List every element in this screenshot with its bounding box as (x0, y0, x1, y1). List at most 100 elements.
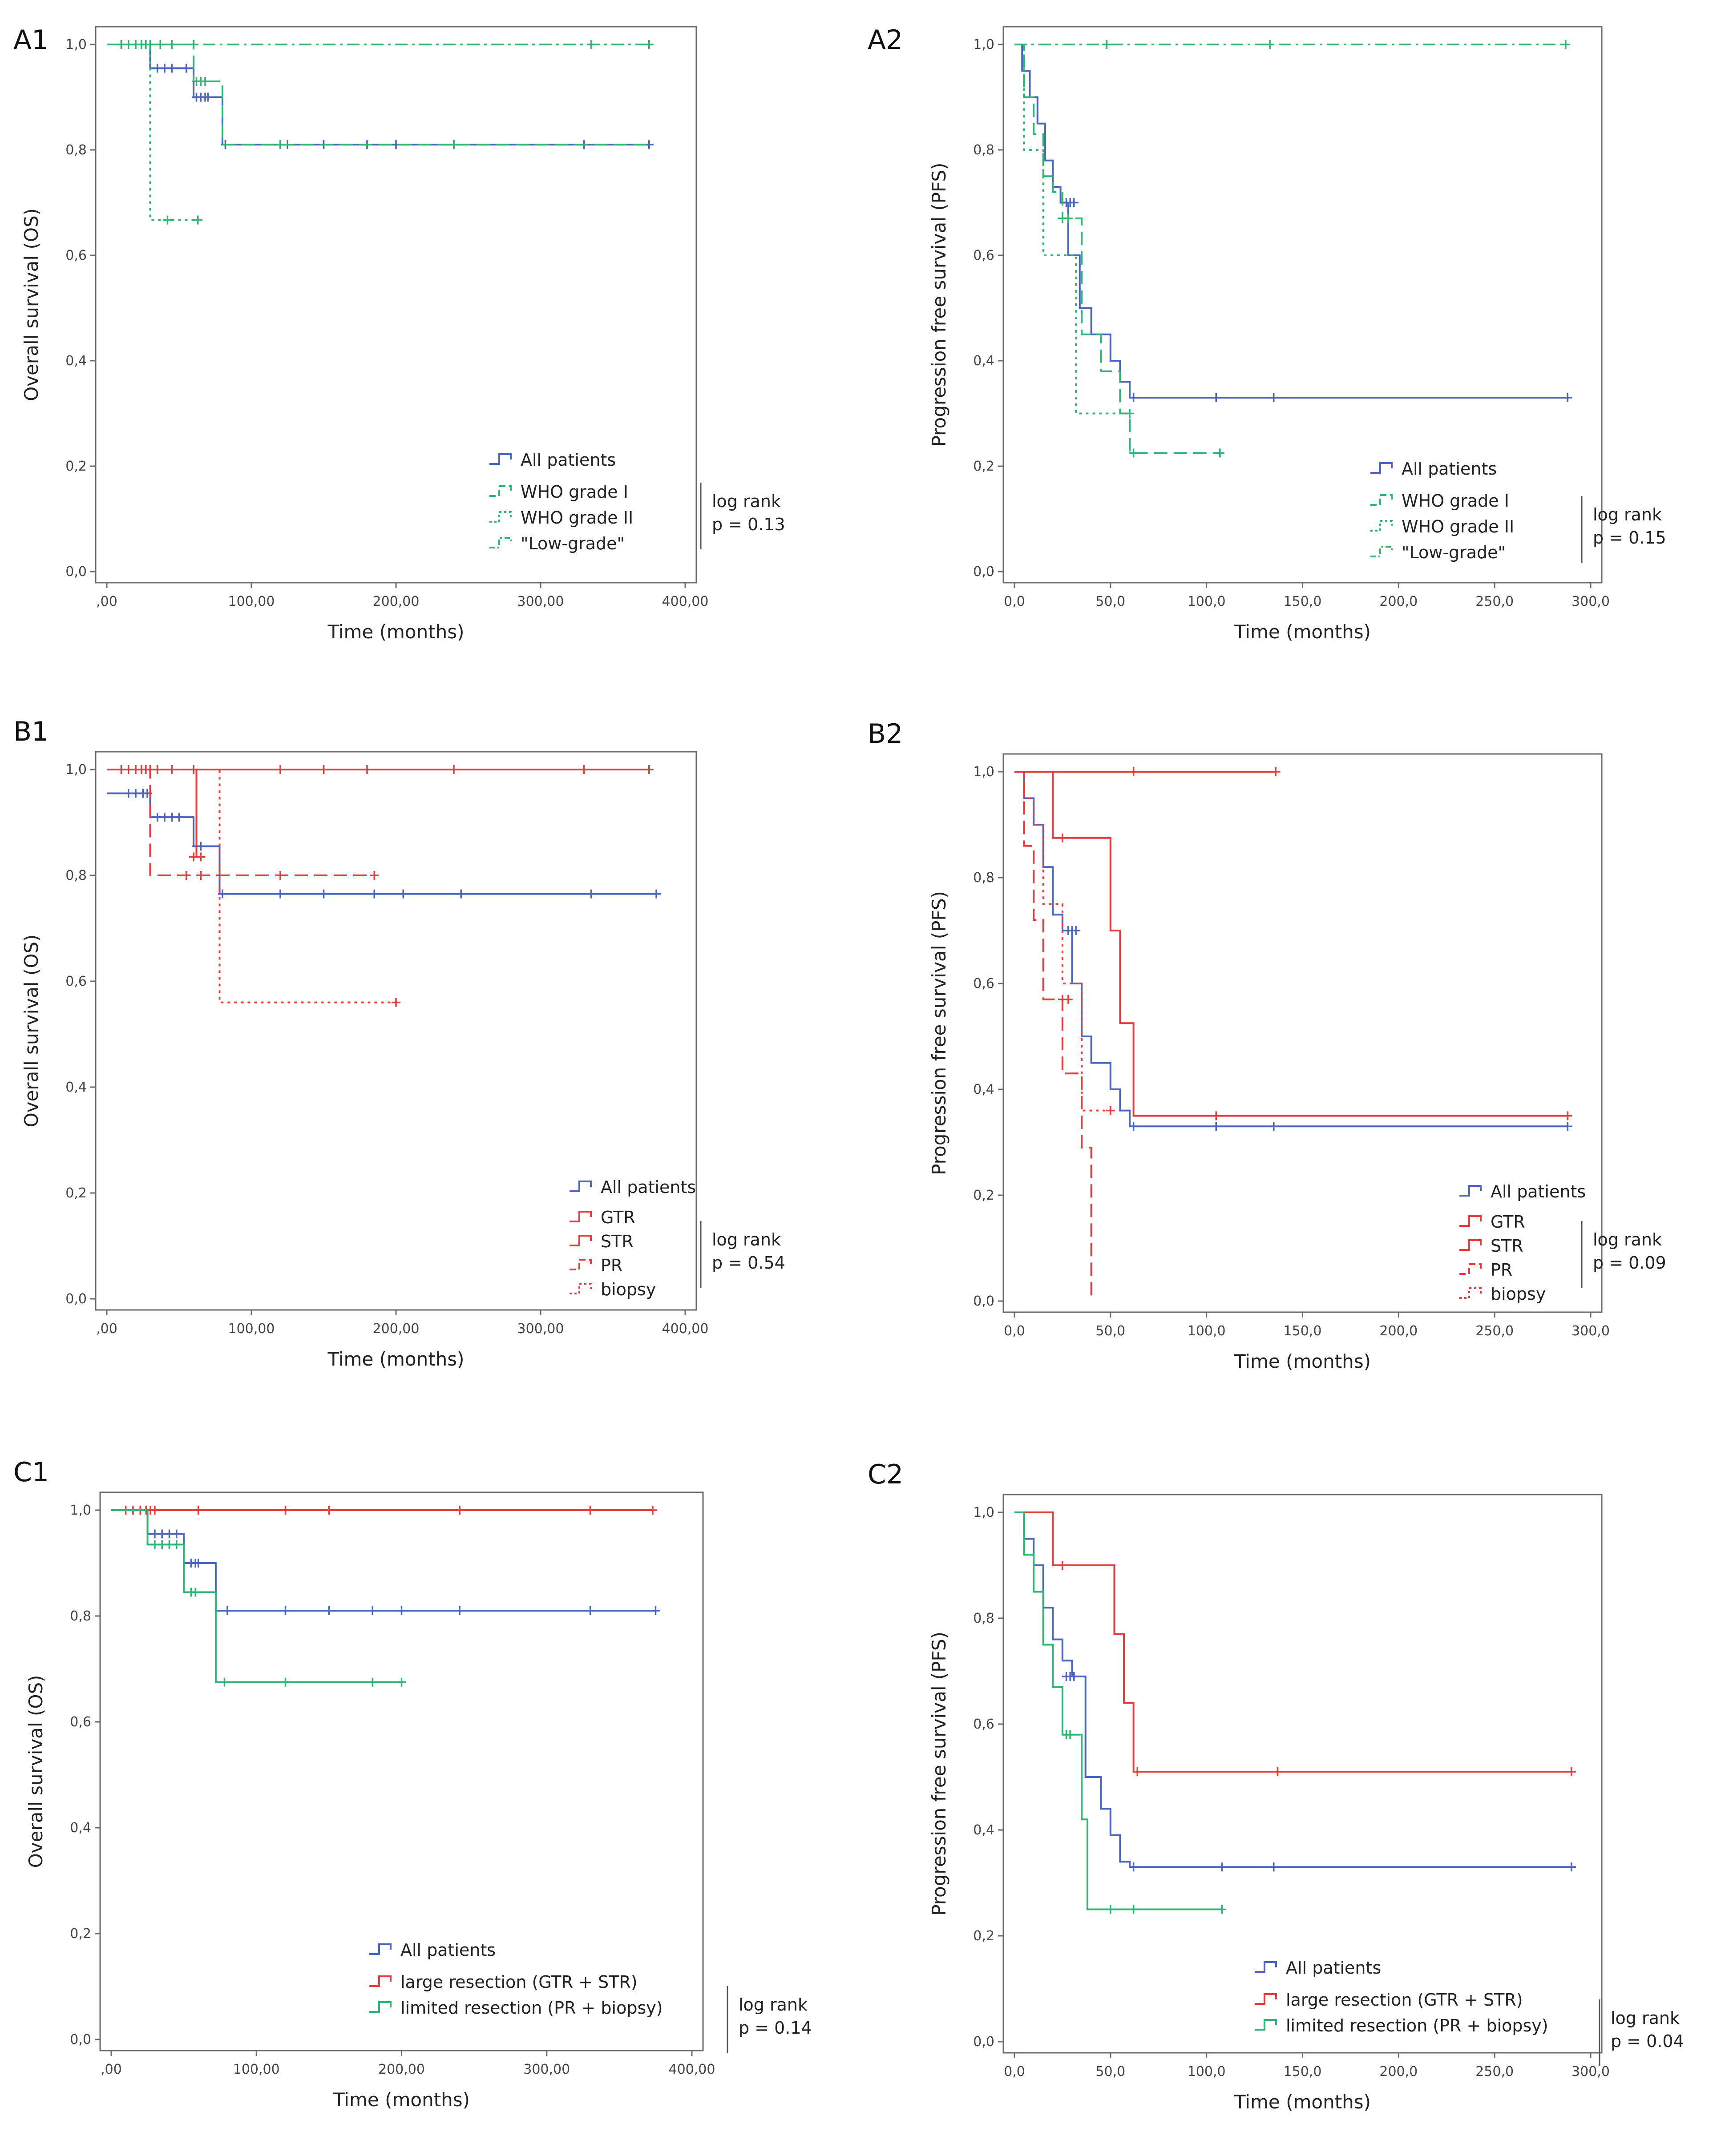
km-curve-all-patients (107, 792, 656, 895)
censor-mark (193, 215, 202, 225)
censor-mark (455, 1606, 464, 1616)
x-axis-title: Time (months) (1234, 621, 1371, 643)
y-tick-label: 0,8 (70, 1608, 91, 1624)
x-tick-label: 200,0 (1379, 594, 1418, 609)
x-tick-label: 250,0 (1475, 594, 1514, 609)
censor-mark (449, 765, 458, 774)
censor-mark (172, 1529, 181, 1539)
legend-label: limited resection (PR + biopsy) (400, 1998, 663, 2018)
legend-label: "Low-grade" (521, 534, 625, 553)
km-curve-biopsy (1014, 771, 1111, 1112)
legend-label: All patients (521, 450, 616, 470)
y-tick-label: 0,2 (973, 1928, 994, 1944)
y-tick-label: 0,8 (973, 142, 994, 158)
x-tick-label: 250,0 (1475, 2064, 1514, 2079)
censor-mark (1066, 1730, 1075, 1739)
km-curve-all-patients (1014, 44, 1568, 399)
x-tick-label: 400,00 (662, 594, 709, 609)
x-tick-label: 150,0 (1284, 594, 1322, 609)
legend-swatch (1459, 1215, 1482, 1227)
y-tick-label: 1,0 (973, 1505, 994, 1520)
panel-label: B2 (868, 718, 903, 750)
censor-mark (644, 765, 654, 774)
censor-mark (150, 1506, 159, 1515)
x-tick-label: 300,00 (517, 1321, 564, 1337)
legend-label: large resection (GTR + STR) (1286, 1990, 1523, 2010)
censor-mark (201, 77, 210, 86)
y-tick-label: 0,4 (70, 1820, 91, 1836)
y-tick-label: 0,6 (973, 248, 994, 263)
censor-mark (196, 852, 206, 862)
censor-mark (363, 765, 372, 774)
legend-swatch (369, 2001, 392, 2013)
legend-label: GTR (1491, 1212, 1525, 1232)
legend-swatch (1459, 1239, 1482, 1251)
censor-mark (1563, 393, 1572, 402)
y-tick-label: 1,0 (973, 37, 994, 52)
censor-mark (1269, 393, 1278, 402)
km-curve-all-patients (1014, 771, 1568, 1128)
legend-swatch (1255, 1993, 1277, 2005)
y-tick-label: 0,6 (65, 248, 87, 263)
km-curve-str (107, 769, 205, 858)
panel-c2: C2 0,0 0,2 0,4 0,6 0,8 1,0 0,0 50,0 100,0 150,0 200… (868, 1459, 1684, 2113)
panel-label: A2 (868, 24, 903, 56)
legend-label: All patients (1491, 1182, 1586, 1201)
censor-mark (1567, 1862, 1576, 1872)
censor-mark (1271, 767, 1281, 776)
y-tick-label: 1,0 (973, 764, 994, 780)
y-tick-label: 0,0 (70, 2032, 91, 2047)
x-tick-label: 0,0 (1004, 2064, 1025, 2079)
censor-mark (392, 998, 400, 1007)
censor-mark (370, 889, 379, 899)
censor-mark (1129, 393, 1138, 402)
x-tick-label: 300,0 (1572, 1323, 1610, 1339)
x-tick-label: 150,0 (1284, 2064, 1322, 2079)
censor-mark (281, 1677, 290, 1687)
legend-label: biopsy (1491, 1284, 1546, 1304)
x-tick-label: 50,0 (1095, 594, 1125, 609)
censor-mark (276, 889, 285, 899)
legend-label: All patients (601, 1177, 696, 1197)
panel-label: C2 (868, 1459, 903, 1490)
censor-mark (220, 1677, 229, 1687)
stat-label: log rank (1593, 505, 1662, 524)
x-tick-label: ,00 (101, 2062, 122, 2077)
legend-swatch (489, 453, 512, 465)
censor-mark (449, 140, 458, 149)
censor-mark (167, 40, 177, 49)
censor-mark (1069, 1672, 1079, 1681)
censor-mark (324, 1606, 334, 1616)
y-axis-title: Overall survival (OS) (20, 935, 42, 1128)
x-tick-label: 100,0 (1188, 1323, 1226, 1339)
legend-swatch (1459, 1263, 1482, 1275)
panel-b2: B2 0,0 0,2 0,4 0,6 0,8 1,0 0,0 50,0 100,0 150,0 200… (868, 718, 1666, 1372)
panel-c1: C1 0,0 0,2 0,4 0,6 0,8 1,0 ,00 100,00 200,00 300,0… (13, 1457, 812, 2111)
x-axis-title: Time (months) (327, 1348, 464, 1370)
y-tick-label: 0,2 (70, 1926, 91, 1942)
x-tick-label: 100,00 (228, 1321, 275, 1337)
censor-mark (189, 40, 198, 49)
censor-mark (1217, 1905, 1227, 1914)
y-tick-label: 0,4 (973, 353, 994, 369)
legend-swatch (570, 1259, 592, 1270)
censor-mark (194, 1559, 203, 1568)
censor-mark (1063, 995, 1073, 1004)
panel-b1: B1 0,0 0,2 0,4 0,6 0,8 1,0 ,00 100,00 200,00 300,0… (13, 716, 785, 1370)
censor-mark (319, 889, 328, 899)
censor-mark (579, 765, 589, 774)
legend-label: All patients (1286, 1958, 1381, 1978)
censor-mark (194, 1506, 203, 1515)
km-curve-who-grade-ii (107, 44, 198, 221)
censor-mark (1071, 926, 1081, 935)
y-tick-label: 0,0 (65, 564, 87, 580)
legend-swatch (1370, 520, 1393, 532)
x-tick-label: 100,0 (1188, 594, 1226, 609)
legend-label: WHO grade I (521, 482, 628, 502)
x-tick-label: 0,0 (1004, 1323, 1025, 1339)
y-tick-label: 0,6 (973, 976, 994, 991)
censor-mark (1212, 393, 1221, 402)
x-tick-label: 50,0 (1095, 2064, 1125, 2079)
censor-mark (203, 93, 213, 102)
